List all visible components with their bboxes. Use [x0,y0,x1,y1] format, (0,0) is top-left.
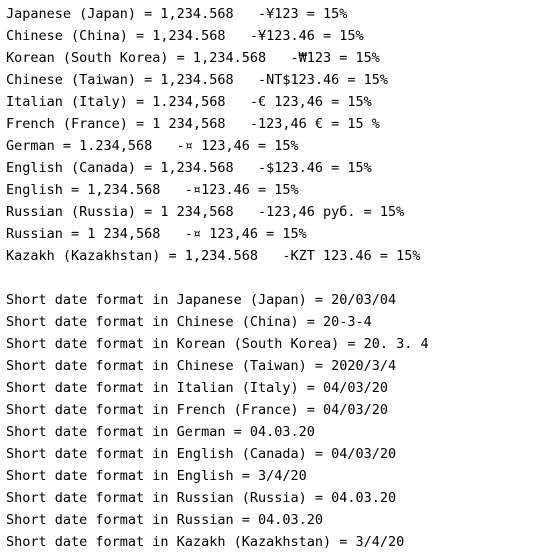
output-line: Chinese (Taiwan) = 1,234.568 -NT$123.46 … [6,72,389,88]
blank-line [6,267,538,289]
output-line: Short date format in Chinese (Taiwan) = … [6,358,397,374]
output-line: English (Canada) = 1,234.568 -$123.46 = … [6,160,372,176]
output-line: Short date format in Russian (Russia) = … [6,490,397,506]
output-line: Short date format in German = 04.03.20 [6,424,315,440]
output-line: Short date format in English (Canada) = … [6,446,397,462]
output-line: French (France) = 1 234,568 -123,46 € = … [6,116,380,132]
output-line: Russian = 1 234,568 -¤ 123,46 = 15% [6,226,307,242]
output-line: English = 1,234.568 -¤123.46 = 15% [6,182,299,198]
output-line: German = 1.234,568 -¤ 123,46 = 15% [6,138,299,154]
output-line: Short date format in Chinese (China) = 2… [6,314,372,330]
output-line: Short date format in Italian (Italy) = 0… [6,380,389,396]
number-format-block: Japanese (Japan) = 1,234.568 -¥123 = 15%… [6,3,538,267]
output-line: Italian (Italy) = 1.234,568 -€ 123,46 = … [6,94,372,110]
output-line: Short date format in English = 3/4/20 [6,468,307,484]
output-line: Kazakh (Kazakhstan) = 1,234.568 -KZT 123… [6,248,421,264]
output-line: Korean (South Korea) = 1,234.568 -₩123 =… [6,50,380,66]
date-format-block: Short date format in Japanese (Japan) = … [6,289,538,553]
output-line: Short date format in Russian = 04.03.20 [6,512,323,528]
output-line: Short date format in French (France) = 0… [6,402,389,418]
output-line: Short date format in Japanese (Japan) = … [6,292,397,308]
output-line: Short date format in Kazakh (Kazakhstan)… [6,534,405,550]
output-line: Russian (Russia) = 1 234,568 -123,46 руб… [6,204,405,220]
output-line: Short date format in Korean (South Korea… [6,336,429,352]
output-line: Chinese (China) = 1,234.568 -¥123.46 = 1… [6,28,364,44]
output-line: Japanese (Japan) = 1,234.568 -¥123 = 15% [6,6,348,22]
